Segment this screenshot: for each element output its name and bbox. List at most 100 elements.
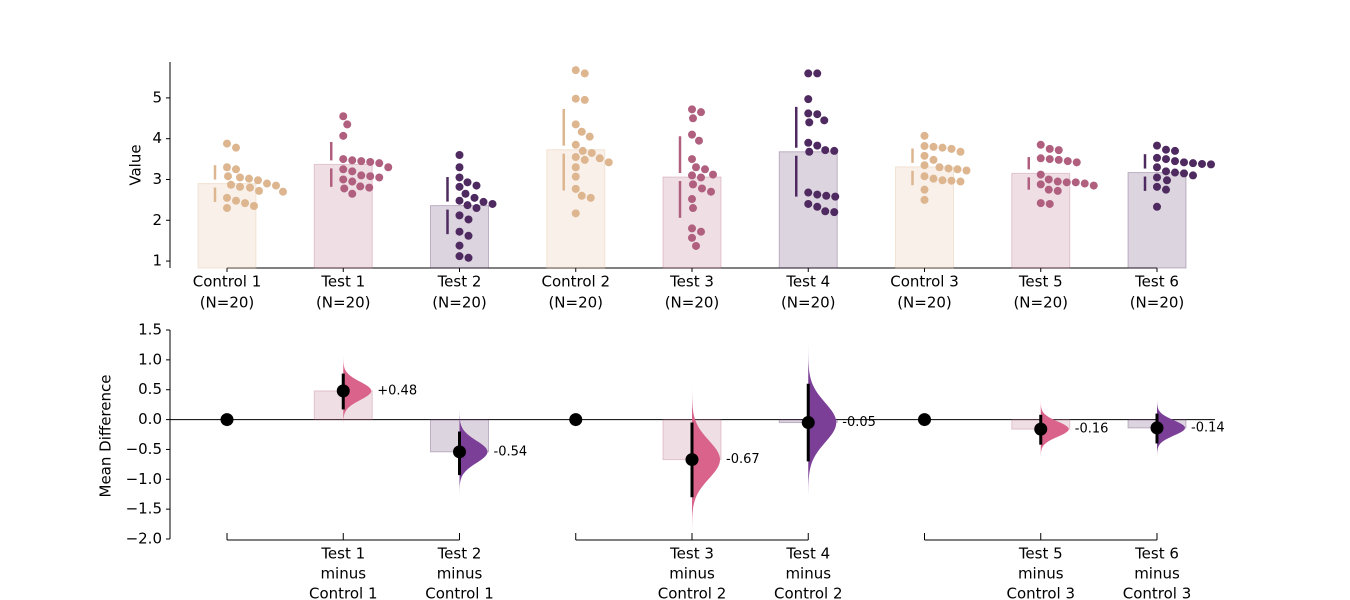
x-tick-label: Test 4 — [785, 545, 830, 563]
swarm-point — [1189, 171, 1197, 180]
y-tick-label: 5 — [152, 88, 162, 106]
swarm-point — [688, 130, 696, 139]
swarm-point — [1162, 155, 1170, 164]
swarm-point — [236, 173, 244, 182]
value-label: -0.05 — [842, 415, 876, 430]
swarm-point — [953, 165, 962, 174]
swarm-point — [223, 204, 231, 213]
mean-diff-point — [1150, 421, 1164, 435]
swarm-point — [813, 141, 822, 150]
swarm-point — [804, 69, 813, 78]
swarm-point — [250, 201, 258, 210]
swarm-point — [1162, 145, 1170, 154]
swarm-point — [595, 154, 604, 163]
swarm-point — [339, 155, 348, 164]
swarm-point — [692, 163, 700, 172]
mean-diff-point — [569, 413, 583, 427]
bootstrap-distribution — [1040, 398, 1069, 460]
swarm-point — [920, 142, 929, 151]
swarm-point — [571, 153, 580, 162]
swarm-point — [1171, 157, 1179, 166]
x-tick-label: Test 1 — [320, 545, 365, 563]
swarm-point — [689, 114, 697, 123]
swarm-point — [604, 158, 613, 167]
swarm-point — [688, 233, 696, 242]
swarm-point — [455, 211, 464, 220]
swarm-point — [232, 143, 240, 152]
mean-diff-point — [918, 413, 931, 427]
swarm-point — [246, 183, 254, 192]
mean-diff-point — [801, 416, 815, 430]
x-tick-label: Control 1 — [425, 585, 494, 600]
swarm-point — [697, 227, 705, 236]
swarm-point — [461, 189, 470, 198]
swarm-point — [688, 171, 696, 180]
swarm-point — [464, 253, 473, 262]
y-tick-label: 0.5 — [138, 380, 162, 398]
swarm-point — [356, 182, 365, 191]
x-tick-label: minus — [437, 565, 483, 583]
swarm-point — [938, 143, 947, 152]
swarm-point — [929, 174, 938, 183]
swarm-point — [571, 94, 580, 103]
swarm-point — [947, 176, 956, 185]
value-label: -0.16 — [1075, 422, 1109, 437]
swarm-point — [365, 183, 374, 192]
swarm-point — [1153, 182, 1161, 191]
swarm-point — [578, 146, 587, 155]
y-tick-label: −1.0 — [126, 470, 162, 488]
swarm-point — [688, 155, 696, 164]
swarm-point — [804, 95, 813, 104]
x-tick-label: Control 3 — [1006, 585, 1075, 600]
x-tick-label: Control 1 — [193, 273, 262, 291]
mean-diff-point — [336, 384, 350, 398]
swarm-point — [1054, 146, 1063, 155]
y-tick-label: −0.5 — [126, 440, 162, 458]
swarm-point — [1153, 173, 1161, 182]
swarm-point — [232, 196, 240, 205]
swarm-point — [375, 159, 384, 168]
swarm-point — [1153, 202, 1161, 211]
mean-diff-point — [453, 445, 466, 459]
swarm-point — [813, 202, 822, 211]
swarm-point — [805, 118, 814, 127]
swarm-point — [1072, 158, 1081, 167]
value-label: -0.54 — [494, 444, 528, 459]
bootstrap-distribution — [459, 407, 488, 497]
y-tick-label: 3 — [152, 170, 162, 188]
swarm-point — [1053, 177, 1062, 186]
swarm-point — [463, 201, 472, 210]
swarm-point — [697, 108, 705, 117]
swarm-point — [1036, 199, 1045, 208]
swarm-point — [1153, 153, 1161, 162]
swarm-point — [1053, 186, 1062, 195]
swarm-point — [343, 120, 352, 129]
swarm-point — [571, 120, 580, 129]
swarm-point — [1036, 180, 1045, 189]
y-tick-label: 2 — [152, 211, 162, 229]
swarm-point — [223, 193, 231, 202]
swarm-point — [944, 164, 953, 173]
swarm-point — [709, 170, 717, 179]
swarm-point — [821, 207, 830, 216]
swarm-point — [1180, 158, 1188, 167]
bootstrap-distribution — [1157, 397, 1185, 459]
swarm-point — [935, 163, 944, 172]
swarm-point — [366, 172, 375, 181]
y-tick-label: 1.0 — [138, 350, 162, 368]
swarm-point — [580, 69, 589, 78]
swarm-point — [1162, 185, 1170, 194]
swarm-point — [348, 189, 357, 198]
swarm-point — [1044, 185, 1053, 194]
swarm-point — [223, 139, 231, 148]
y-tick-label: −1.5 — [126, 500, 162, 518]
swarm-point — [472, 181, 481, 190]
x-tick-label: Test 3 — [669, 273, 714, 291]
x-tick-label: minus — [320, 565, 366, 583]
swarm-point — [1171, 146, 1179, 155]
swarm-point — [223, 163, 231, 172]
value-label: -0.67 — [726, 452, 760, 467]
swarm-point — [375, 173, 384, 182]
swarm-point — [920, 161, 929, 170]
